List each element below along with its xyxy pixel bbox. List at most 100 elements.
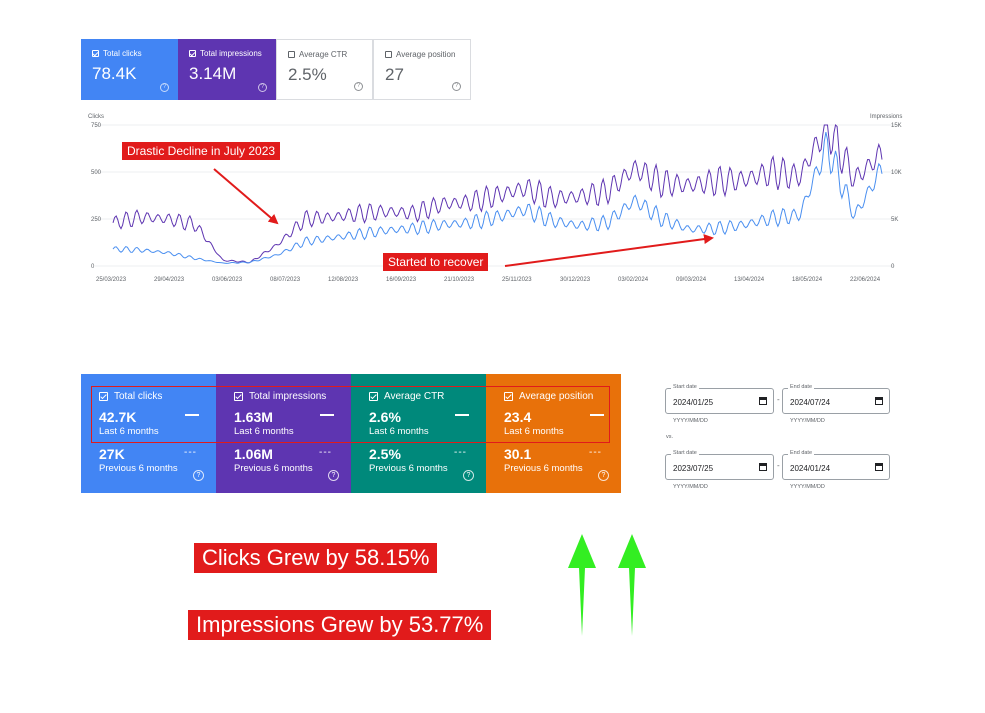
help-icon[interactable]: ? [258,83,267,92]
checkbox-icon[interactable] [369,392,378,401]
x-tick-label: 21/10/2023 [444,277,475,283]
compare-label: Average CTR [384,391,445,402]
dashed-line-icon: --- [589,447,602,458]
metric-card-average-position[interactable]: Average position 27 ? [373,39,471,100]
metric-value: 27 [385,65,404,84]
metric-card-average-ctr[interactable]: Average CTR 2.5% ? [276,39,373,100]
calendar-icon[interactable] [875,463,883,471]
checkbox-icon[interactable] [189,50,196,57]
compare-card-total-clicks[interactable]: Total clicks 42.7K Last 6 months 27K Pre… [81,374,216,493]
compare-card-average-ctr[interactable]: Average CTR 2.6% Last 6 months 2.5% Prev… [351,374,486,493]
recover-arrow [504,234,714,267]
metric-card-total-clicks[interactable]: Total clicks 78.4K ? [81,39,178,100]
growth-arrows [568,534,646,636]
current-period: Last 6 months [369,426,429,437]
metric-card-total-impressions[interactable]: Total impressions 3.14M ? [178,39,276,100]
x-tick-label: 29/04/2023 [154,277,185,283]
y-right-axis-label: Impressions [870,114,902,120]
solid-line-icon [590,414,604,416]
current-value: 42.7K [99,409,137,425]
checkbox-icon[interactable] [99,392,108,401]
metric-value: 2.5% [288,65,327,84]
x-tick-label: 25/11/2023 [502,277,532,283]
metric-label: Average CTR [299,50,348,59]
checkbox-icon[interactable] [288,51,295,58]
solid-line-icon [455,414,469,416]
previous-period: Previous 6 months [234,463,313,474]
format-hint: YYYY/MM/DD [790,484,825,490]
calendar-icon[interactable] [759,463,767,471]
x-tick-label: 08/07/2023 [270,277,301,283]
current-period: Last 6 months [99,426,159,437]
help-icon[interactable]: ? [160,83,169,92]
help-icon[interactable]: ? [328,470,339,481]
metric-value: 78.4K [92,64,137,83]
previous-period: Previous 6 months [504,463,583,474]
end-date-field-1[interactable]: End date 2024/07/24 [782,384,890,414]
x-tick-label: 22/06/2024 [850,277,881,283]
field-caption: End date [788,450,815,456]
compare-card-total-impressions[interactable]: Total impressions 1.63M Last 6 months 1.… [216,374,351,493]
date-separator: - [777,461,780,470]
help-icon[interactable]: ? [463,470,474,481]
date-value: 2023/07/25 [673,464,714,473]
x-tick-label: 30/12/2023 [560,277,591,283]
impressions-line [112,124,883,264]
help-icon[interactable]: ? [598,470,609,481]
compare-label: Average position [519,391,594,402]
format-hint: YYYY/MM/DD [673,484,708,490]
start-date-field-2[interactable]: Start date 2023/07/25 [665,450,774,480]
green-up-arrow-icon [618,534,646,636]
help-icon[interactable]: ? [452,82,461,91]
current-value: 2.6% [369,409,401,425]
solid-line-icon [320,414,334,416]
metric-label: Total impressions [200,49,262,58]
help-icon[interactable]: ? [193,470,204,481]
previous-value: 2.5% [369,446,401,462]
impressions-growth-callout: Impressions Grew by 53.77% [188,610,492,640]
compare-card-average-position[interactable]: Average position 23.4 Last 6 months 30.1… [486,374,621,493]
chart-grid [95,124,895,267]
green-up-arrow-icon [568,534,596,636]
help-icon[interactable]: ? [354,82,363,91]
decline-arrow [213,168,279,225]
chart-series [112,124,883,264]
field-caption: End date [788,384,815,390]
y-right-ticks: 15K 10K 5K 0 [891,123,902,270]
vs-label: vs. [666,434,674,440]
dashed-line-icon: --- [319,447,332,458]
x-axis-ticks: 25/03/2023 29/04/2023 03/06/2023 08/07/2023… [96,277,881,283]
previous-period: Previous 6 months [99,463,178,474]
recover-callout: Started to recover [383,253,489,271]
metric-label: Total clicks [103,49,142,58]
date-value: 2024/01/25 [673,398,714,407]
current-value: 23.4 [504,409,532,425]
checkbox-icon[interactable] [504,392,513,401]
format-hint: YYYY/MM/DD [673,418,708,424]
highlight-box [91,386,610,443]
metric-label: Average position [396,50,456,59]
x-tick-label: 16/09/2023 [386,277,417,283]
start-date-field-1[interactable]: Start date 2024/01/25 [665,384,774,414]
checkbox-icon[interactable] [234,392,243,401]
previous-value: 30.1 [504,446,532,462]
clicks-growth-callout: Clicks Grew by 58.15% [194,543,438,573]
current-period: Last 6 months [234,426,294,437]
x-tick-label: 09/03/2024 [676,277,707,283]
format-hint: YYYY/MM/DD [790,418,825,424]
x-tick-label: 03/02/2024 [618,277,649,283]
y-right-tick-label: 0 [891,264,895,270]
x-tick-label: 12/08/2023 [328,277,359,283]
x-tick-label: 25/03/2023 [96,277,127,283]
y-left-tick-label: 250 [91,217,102,223]
previous-period: Previous 6 months [369,463,448,474]
checkbox-icon[interactable] [92,50,99,57]
date-value: 2024/07/24 [790,398,831,407]
field-caption: Start date [671,384,699,390]
end-date-field-2[interactable]: End date 2024/01/24 [782,450,890,480]
calendar-icon[interactable] [875,397,883,405]
calendar-icon[interactable] [759,397,767,405]
checkbox-icon[interactable] [385,51,392,58]
previous-value: 27K [99,446,125,462]
